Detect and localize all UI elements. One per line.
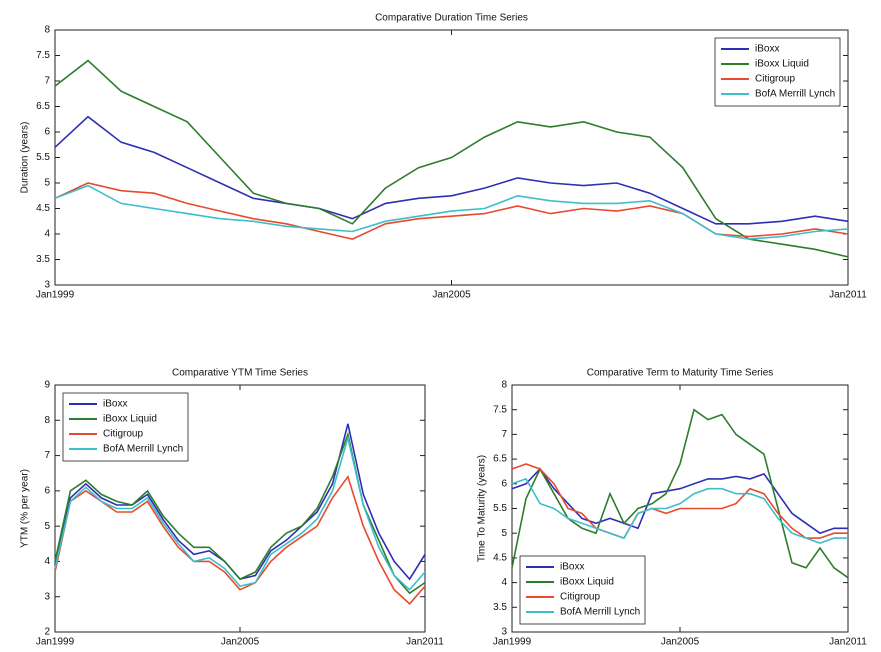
y-tick-label: 6: [501, 478, 507, 489]
y-tick-label: 4: [501, 577, 507, 588]
legend-label: BofA Merrill Lynch: [560, 607, 640, 618]
data-line: [54, 434, 426, 591]
y-tick-label: 2: [44, 627, 50, 638]
legend-label: iBoxx Liquid: [560, 577, 614, 588]
y-tick-label: 8: [44, 415, 50, 426]
x-tick-label: Jan2011: [829, 290, 867, 301]
legend-label: iBoxx Liquid: [103, 414, 157, 425]
y-tick-label: 4.5: [493, 553, 507, 564]
x-tick-label: Jan2005: [661, 637, 700, 648]
y-tick-label: 4.5: [36, 203, 50, 214]
x-tick-label: Jan1999: [493, 637, 532, 648]
y-axis-label: YTM (% per year): [20, 469, 31, 548]
y-axis-label: Time To Maturity (years): [477, 455, 488, 562]
data-line: [511, 467, 848, 535]
y-tick-label: 6.5: [36, 101, 50, 112]
y-tick-label: 7.5: [493, 404, 507, 415]
data-line: [54, 59, 849, 258]
x-tick-label: Jan2005: [432, 290, 471, 301]
y-tick-label: 9: [44, 380, 50, 391]
chart-title: Comparative Term to Maturity Time Series: [587, 368, 774, 379]
y-tick-label: 6.5: [493, 454, 507, 465]
y-tick-label: 6: [44, 485, 50, 496]
x-tick-label: Jan2011: [406, 637, 444, 648]
legend-label: iBoxx Liquid: [755, 59, 809, 70]
x-tick-label: Jan2011: [829, 637, 867, 648]
legend-label: iBoxx: [755, 44, 779, 55]
y-tick-label: 3.5: [36, 254, 50, 265]
y-tick-label: 3: [44, 591, 50, 602]
x-tick-label: Jan1999: [36, 637, 75, 648]
y-tick-label: 3.5: [493, 602, 507, 613]
legend-label: BofA Merrill Lynch: [755, 89, 835, 100]
y-tick-label: 6: [44, 127, 50, 138]
legend-label: Citigroup: [103, 429, 143, 440]
chart-title: Comparative Duration Time Series: [375, 13, 528, 24]
y-tick-label: 5: [501, 528, 507, 539]
legend-label: iBoxx: [103, 399, 127, 410]
x-tick-label: Jan2005: [221, 637, 260, 648]
y-tick-label: 7: [44, 76, 50, 87]
y-tick-label: 5.5: [493, 503, 507, 514]
y-tick-label: 7: [44, 450, 50, 461]
y-tick-label: 3: [44, 280, 50, 291]
legend-label: iBoxx: [560, 562, 584, 573]
data-line: [54, 115, 849, 225]
y-tick-label: 5: [44, 521, 50, 532]
legend-label: BofA Merrill Lynch: [103, 444, 183, 455]
data-line: [54, 184, 849, 240]
x-tick-label: Jan1999: [36, 290, 75, 301]
y-tick-label: 3: [501, 627, 507, 638]
legend-label: Citigroup: [755, 74, 795, 85]
y-tick-label: 8: [501, 380, 507, 391]
y-tick-label: 7: [501, 429, 507, 440]
y-tick-label: 5.5: [36, 152, 50, 163]
y-tick-label: 7.5: [36, 50, 50, 61]
data-line: [54, 474, 426, 605]
y-axis-label: Duration (years): [20, 122, 31, 194]
chart-title: Comparative YTM Time Series: [172, 368, 308, 379]
data-line: [511, 477, 848, 544]
data-line: [511, 463, 848, 540]
legend-label: Citigroup: [560, 592, 600, 603]
y-tick-label: 4: [44, 556, 50, 567]
y-tick-label: 5: [44, 178, 50, 189]
y-tick-label: 8: [44, 25, 50, 36]
y-tick-label: 4: [44, 229, 50, 240]
